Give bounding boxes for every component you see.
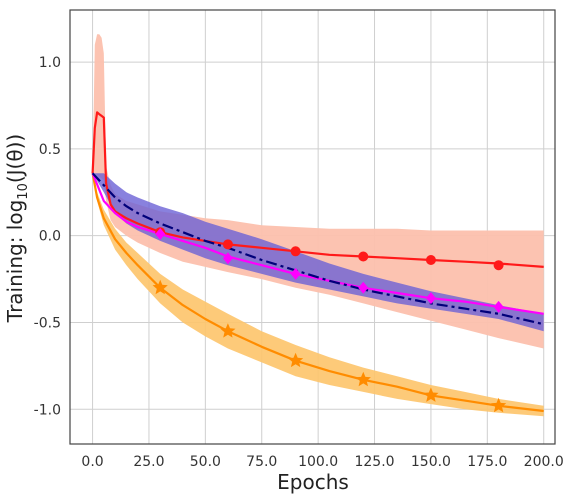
x-tick-label: 0.0 (81, 454, 103, 470)
data-point-marker (220, 323, 236, 338)
y-axis-title-subscript: 10 (16, 183, 31, 200)
y-tick-label: -1.0 (34, 402, 61, 418)
y-axis-title-suffix: (J(θ)) (3, 134, 27, 183)
data-point-marker (152, 279, 168, 295)
confidence-band (92, 34, 544, 349)
series-line (91, 172, 544, 326)
x-tick-label: 75.0 (246, 454, 277, 470)
x-tick-label: 175.0 (467, 454, 507, 470)
y-tick-label: 1.0 (39, 55, 61, 71)
data-point-marker (358, 251, 369, 262)
x-tick-label: 125.0 (354, 454, 394, 470)
data-point-marker (222, 252, 233, 265)
data-point-marker (222, 239, 233, 250)
data-point-marker (355, 371, 371, 387)
x-tick-label: 25.0 (133, 454, 164, 470)
data-point-marker (425, 292, 436, 305)
series-line (91, 172, 544, 315)
data-point-marker (423, 387, 439, 402)
data-point-marker (491, 397, 507, 413)
x-tick-label: 150.0 (411, 454, 451, 470)
y-axis-title: Training: log10(J(θ)) (3, 134, 31, 323)
data-point-marker (358, 281, 369, 294)
data-point-marker (425, 254, 436, 265)
y-axis-title-prefix: Training: log (3, 200, 27, 324)
x-axis-title: Epochs (277, 470, 349, 494)
plot-frame (69, 9, 556, 445)
data-point-marker (288, 352, 304, 368)
y-tick-labels: 1.0 0.5 0.0 -0.5 -1.0 (34, 55, 61, 418)
data-point-marker (290, 267, 301, 280)
data-point-marker (493, 300, 504, 313)
x-tick-label: 200.0 (524, 454, 564, 470)
data-point-marker (493, 260, 504, 271)
series-markers (152, 227, 507, 413)
confidence-band (92, 173, 544, 332)
y-tick-label: -0.5 (34, 315, 61, 331)
x-tick-label: 50.0 (190, 454, 221, 470)
data-point-marker (290, 246, 301, 257)
x-tick-labels: 0.0 25.0 50.0 75.0 100.0 125.0 150.0 175.0 200.0 (81, 454, 563, 470)
x-tick-label: 100.0 (298, 454, 338, 470)
data-point-marker (155, 227, 166, 240)
y-tick-label: 0.0 (39, 229, 61, 245)
y-tick-label: 0.5 (39, 142, 61, 158)
series-line (91, 111, 544, 268)
